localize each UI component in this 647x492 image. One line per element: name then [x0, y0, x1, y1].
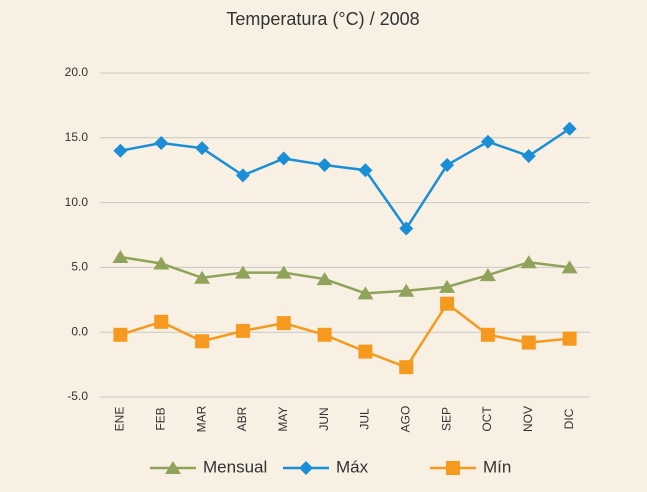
y-tick-label: 5.0 [71, 260, 88, 274]
marker [299, 461, 313, 475]
marker [153, 256, 170, 270]
y-tick-label: 10.0 [65, 195, 89, 209]
marker [446, 461, 460, 475]
marker [480, 327, 495, 342]
marker [112, 250, 129, 264]
marker [235, 168, 250, 183]
series-line [120, 255, 570, 295]
marker [398, 283, 415, 297]
marker [195, 141, 210, 156]
y-tick-label: -5.0 [67, 389, 88, 403]
marker [165, 461, 181, 474]
chart-title: Temperatura (°C) / 2008 [226, 9, 419, 29]
marker [317, 327, 332, 342]
marker [480, 134, 495, 149]
x-tick-label: ENE [113, 407, 127, 432]
marker [521, 335, 536, 350]
marker [440, 158, 455, 173]
y-tick-label: 0.0 [71, 324, 88, 338]
marker [521, 148, 536, 163]
x-tick-label: MAY [276, 406, 290, 431]
marker [358, 344, 373, 359]
series-line [120, 127, 571, 231]
marker [194, 270, 211, 284]
marker [561, 260, 578, 274]
marker [235, 323, 250, 338]
marker [276, 151, 291, 166]
x-tick-label: OCT [480, 406, 494, 432]
x-tick-label: FEB [153, 407, 167, 430]
x-tick-label: MAR [194, 405, 208, 432]
marker [154, 314, 169, 329]
marker [357, 286, 374, 300]
x-tick-label: DIC [562, 408, 576, 429]
marker [439, 279, 456, 293]
marker [316, 272, 333, 286]
marker [275, 265, 292, 279]
x-tick-label: ABR [235, 406, 249, 431]
marker [562, 121, 577, 136]
marker [317, 158, 332, 173]
marker [520, 255, 537, 269]
marker [276, 316, 291, 331]
marker [154, 135, 169, 150]
y-tick-label: 15.0 [65, 130, 89, 144]
marker [440, 296, 455, 311]
legend-label: Mín [483, 457, 511, 476]
x-tick-label: AGO [398, 406, 412, 433]
x-tick-label: SEP [439, 407, 453, 431]
y-tick-label: 20.0 [65, 65, 89, 79]
marker [113, 143, 128, 158]
x-tick-label: JUN [317, 407, 331, 430]
marker [399, 221, 414, 236]
x-tick-label: JUL [358, 408, 372, 430]
marker [479, 268, 496, 282]
legend-label: Máx [336, 457, 369, 476]
marker [113, 327, 128, 342]
marker [234, 265, 251, 279]
x-tick-label: NOV [521, 406, 535, 432]
marker [562, 331, 577, 346]
marker [195, 334, 210, 349]
marker [358, 163, 373, 178]
marker [399, 360, 414, 375]
legend-label: Mensual [203, 457, 267, 476]
